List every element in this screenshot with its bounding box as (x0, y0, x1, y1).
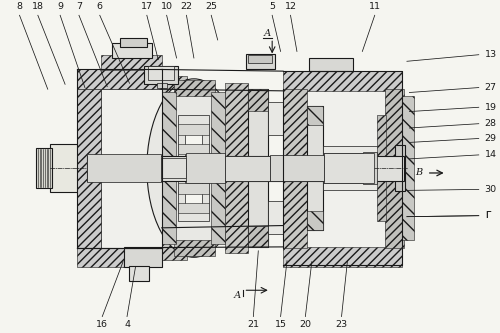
Bar (377, 116, 386, 221)
Bar (224, 83, 248, 253)
Bar (78, 89, 102, 247)
Bar (248, 89, 268, 111)
Text: 8: 8 (16, 2, 22, 11)
Bar (246, 54, 274, 70)
Text: 16: 16 (96, 320, 108, 329)
Bar (78, 70, 162, 89)
Bar (178, 164, 209, 174)
Bar (185, 129, 202, 207)
Bar (283, 71, 402, 91)
Bar (78, 247, 162, 267)
Bar (144, 66, 178, 84)
Text: 13: 13 (484, 50, 497, 59)
Bar (307, 211, 322, 230)
Text: 4: 4 (124, 320, 130, 329)
Bar (102, 55, 162, 70)
Bar (307, 106, 322, 125)
Bar (88, 156, 405, 180)
Bar (174, 240, 214, 256)
Bar (178, 116, 210, 221)
Bar (120, 38, 147, 47)
Bar (162, 76, 188, 260)
Bar (248, 55, 272, 63)
Bar (283, 89, 307, 247)
Bar (324, 153, 374, 183)
Text: 25: 25 (205, 2, 217, 11)
Bar (307, 106, 322, 230)
Bar (283, 247, 402, 267)
Text: 10: 10 (160, 2, 172, 11)
Bar (268, 102, 283, 135)
Bar (162, 92, 175, 244)
Text: А: А (234, 291, 240, 300)
Bar (178, 183, 209, 194)
Text: 20: 20 (300, 320, 312, 329)
Bar (309, 58, 354, 71)
Bar (112, 43, 152, 58)
Ellipse shape (147, 79, 241, 257)
Bar (225, 156, 270, 180)
Text: 15: 15 (274, 320, 286, 329)
Bar (130, 266, 150, 281)
Bar (178, 144, 209, 154)
Text: 18: 18 (32, 2, 44, 11)
Bar (178, 203, 209, 213)
Bar (36, 148, 52, 188)
Bar (102, 89, 162, 247)
Bar (88, 154, 160, 182)
Bar (178, 124, 209, 135)
Text: Г: Г (484, 211, 490, 220)
Bar (322, 146, 382, 190)
Text: 23: 23 (336, 320, 347, 329)
Bar (174, 80, 214, 96)
Text: 17: 17 (141, 2, 153, 11)
Text: 27: 27 (484, 83, 496, 92)
Text: 12: 12 (284, 2, 296, 11)
Text: 7: 7 (76, 2, 82, 11)
Bar (160, 158, 186, 178)
Text: 5: 5 (269, 2, 275, 11)
Text: 14: 14 (484, 151, 496, 160)
Bar (402, 96, 414, 240)
Bar (186, 153, 225, 183)
Text: 19: 19 (484, 103, 496, 112)
Text: 22: 22 (180, 2, 192, 11)
Bar (248, 225, 268, 247)
Bar (268, 201, 283, 234)
Text: 29: 29 (484, 134, 496, 143)
Bar (384, 89, 404, 247)
Text: 6: 6 (97, 2, 103, 11)
Bar (210, 92, 224, 244)
Text: 11: 11 (368, 2, 380, 11)
Bar (364, 152, 377, 184)
Bar (394, 145, 406, 191)
Text: А: А (264, 29, 271, 38)
Text: 30: 30 (484, 185, 497, 194)
Bar (148, 66, 174, 80)
Bar (248, 89, 268, 247)
Text: В: В (414, 168, 422, 177)
Text: 28: 28 (484, 119, 496, 128)
Text: Г: Г (484, 211, 490, 220)
Bar (156, 83, 166, 88)
Bar (322, 153, 377, 183)
Bar (270, 155, 324, 181)
Bar (283, 89, 386, 247)
Text: 9: 9 (57, 2, 63, 11)
Bar (124, 247, 162, 267)
Bar (50, 145, 88, 192)
Text: 21: 21 (248, 320, 260, 329)
